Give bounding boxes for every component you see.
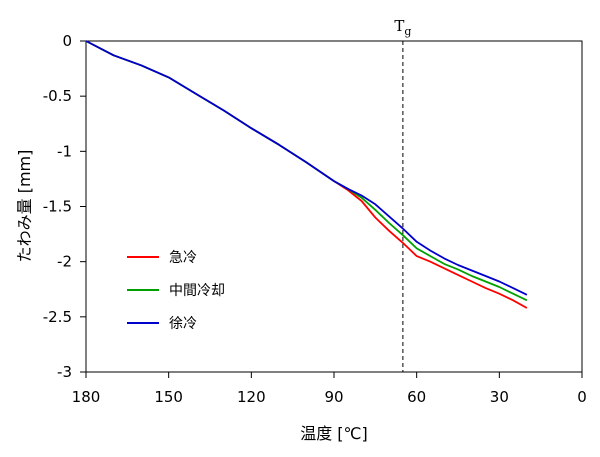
x-tick-label: 30: [490, 388, 509, 406]
series-line-3: [85, 40, 528, 296]
y-tick-label: -1.5: [43, 198, 72, 216]
y-tick-label: -2.5: [43, 308, 72, 326]
x-tick-label: 60: [407, 388, 426, 406]
x-axis-title: 温度 [℃]: [300, 424, 368, 443]
y-axis-title: たわみ量 [mm]: [15, 150, 34, 263]
legend-label-3: 徐冷: [169, 316, 197, 332]
x-ticks: 180 150 120 90 60 30 0: [72, 372, 587, 406]
series-lines: [85, 40, 528, 309]
x-tick-label: 150: [154, 388, 183, 406]
y-tick-label: -0.5: [43, 87, 72, 105]
y-tick-label: -2: [57, 253, 72, 271]
y-ticks: 0 -0.5 -1 -1.5 -2 -2.5 -3: [43, 32, 86, 381]
legend-label-1: 急冷: [169, 250, 197, 266]
x-tick-label: 90: [324, 388, 343, 406]
plot-area: [85, 40, 583, 373]
legend-label-2: 中間冷却: [169, 283, 225, 299]
tg-annotation: Tg: [394, 17, 411, 372]
tg-label: Tg: [394, 17, 411, 38]
y-tick-label: -3: [57, 363, 72, 381]
y-tick-label: 0: [62, 32, 72, 50]
x-tick-label: 180: [72, 388, 101, 406]
x-tick-label: 120: [237, 388, 266, 406]
tg-label-main: T: [394, 17, 404, 35]
y-tick-label: -1: [57, 142, 72, 160]
x-tick-label: 0: [577, 388, 587, 406]
tg-label-subscript: g: [404, 25, 411, 38]
